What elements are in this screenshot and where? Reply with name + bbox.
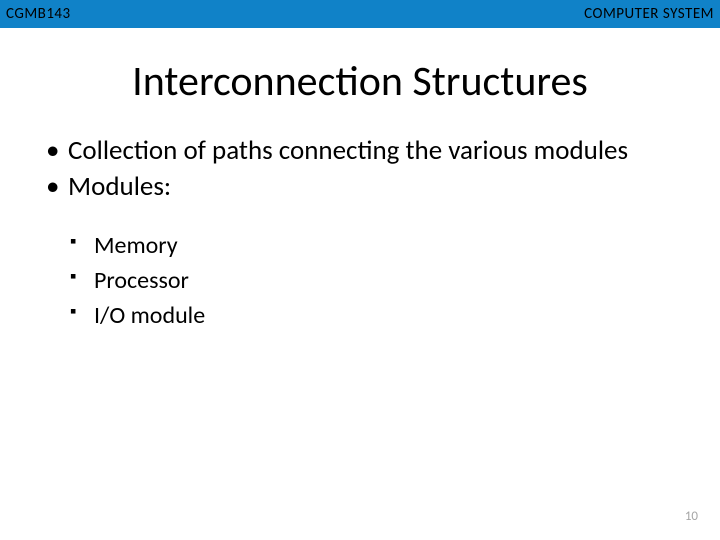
slide-title: Interconnection Structures bbox=[0, 56, 720, 107]
bullet-subitem: I/O module bbox=[68, 300, 688, 331]
header-bar: CGMB143 COMPUTER SYSTEM bbox=[0, 0, 720, 28]
page-number: 10 bbox=[685, 509, 698, 524]
bullet-list-level2: Memory Processor I/O module bbox=[68, 230, 688, 332]
slide-content: Collection of paths connecting the vario… bbox=[0, 135, 720, 331]
bullet-list-level1: Collection of paths connecting the vario… bbox=[40, 135, 688, 204]
bullet-subitem: Processor bbox=[68, 265, 688, 296]
bullet-item: Modules: bbox=[40, 171, 688, 203]
bullet-item: Collection of paths connecting the vario… bbox=[40, 135, 688, 167]
course-code: CGMB143 bbox=[6, 5, 71, 23]
bullet-subitem: Memory bbox=[68, 230, 688, 261]
course-topic: COMPUTER SYSTEM bbox=[584, 5, 714, 23]
